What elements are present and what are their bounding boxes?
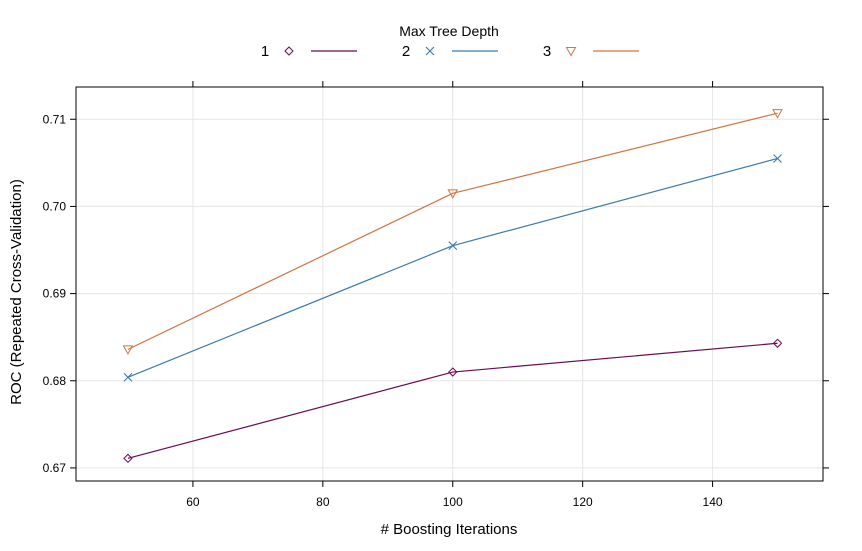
y-axis-label: ROC (Repeated Cross-Validation) [8, 179, 25, 405]
x-axis-label: # Boosting Iterations [381, 521, 518, 538]
y-tick-label: 0.67 [43, 461, 67, 475]
data-point-1-2 [448, 367, 458, 377]
y-tick-label: 0.69 [43, 287, 67, 301]
series-3 [122, 109, 783, 355]
grid [76, 87, 823, 481]
y-tick-label: 0.70 [43, 199, 67, 213]
data-point-2-2 [448, 241, 458, 251]
legend-label-1: 1 [261, 43, 269, 60]
series-2 [123, 154, 782, 382]
x-tick-label: 140 [703, 495, 723, 509]
legend-marker-3 [565, 47, 577, 57]
data-point-2-3 [773, 154, 782, 163]
axis-ticks: 60 80 100 120 140 0.67 0.68 0.69 0.70 0.71 [43, 81, 829, 509]
x-tick-label: 60 [186, 495, 200, 509]
y-tick-label: 0.71 [43, 112, 67, 126]
y-tick-label: 0.68 [43, 374, 67, 388]
legend-marker-2 [425, 46, 435, 56]
data-point-3-1 [122, 345, 134, 355]
data-point-1-3 [772, 338, 783, 348]
data-point-3-2 [447, 189, 459, 199]
data-point-3-3 [772, 109, 783, 119]
data-point-1-1 [123, 453, 133, 464]
x-tick-label: 100 [443, 495, 463, 509]
legend: Max Tree Depth 1 2 3 [261, 23, 639, 60]
legend-title: Max Tree Depth [399, 23, 499, 39]
x-tick-label: 120 [573, 495, 593, 509]
legend-marker-1 [284, 46, 294, 56]
plot-frame [75, 86, 824, 482]
series-line-3 [127, 112, 778, 350]
x-tick-label: 80 [316, 495, 330, 509]
legend-label-3: 3 [543, 43, 551, 60]
series-layer [122, 109, 783, 464]
data-point-2-1 [123, 372, 133, 382]
series-line-1 [127, 342, 778, 459]
legend-label-2: 2 [402, 43, 410, 60]
series-1 [123, 338, 783, 464]
